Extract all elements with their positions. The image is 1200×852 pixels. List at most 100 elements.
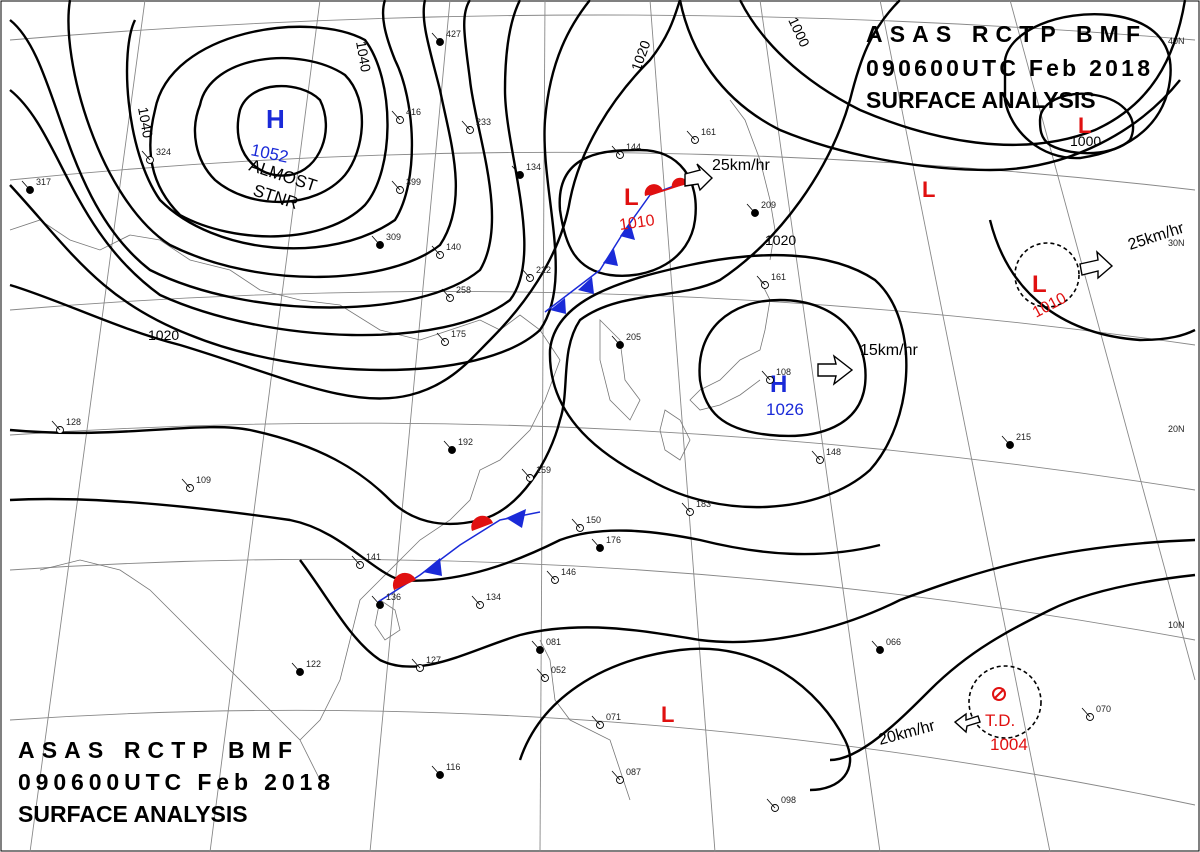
station-plot: 175 [436,329,466,346]
station-pressure: 427 [446,29,461,39]
station-pressure: 209 [761,200,776,210]
station-plot: 134 [471,592,501,609]
isobar-1052-inner [236,84,328,177]
high-marker: H [770,371,787,398]
station-plot: 183 [681,499,711,516]
movement-speed: 15km/hr [860,342,918,359]
wind-barb [181,478,191,489]
isobar-td-outer [829,573,1196,762]
wind-barb [746,203,756,214]
station-plot: 324 [141,147,171,164]
station-pressure: 161 [771,272,786,282]
station-plot: 209 [746,200,776,217]
low-1010-north: L 1010 [618,184,656,234]
isobar-south-low [518,647,852,792]
wind-barb [761,370,771,381]
station-pressure: 176 [606,535,621,545]
station-plot: 150 [571,515,601,532]
station-pressure: 116 [446,762,460,772]
wind-barb [411,658,421,669]
station-pressure: 324 [156,147,171,157]
station-pressure: 122 [306,659,321,669]
wind-barb [441,288,451,299]
station-plot: 108 [761,367,791,384]
low-1010-east: L 1010 [1014,242,1080,322]
isobar-high-1026-inner [698,298,867,438]
cold-front-line [544,179,691,313]
station-pressure: 183 [696,499,711,509]
wind-barb [536,668,546,679]
high-marker: H [266,104,285,134]
station-plot: 141 [351,552,381,569]
header-line-2: 090600UTC Feb 2018 [866,55,1150,81]
isobar-1048 [193,56,364,204]
wind-barb [21,180,31,191]
isobar-east-1016 [678,0,1181,172]
isobar-1012 [9,497,881,582]
station-pressure: 150 [586,515,601,525]
station-pressure: 134 [486,592,501,602]
wind-barb [521,268,531,279]
station-plot: 416 [391,107,421,124]
station-pressure: 128 [66,417,81,427]
station-plot: 176 [591,535,621,552]
low-dashed-circle [1014,242,1080,308]
isobar-label: 1000 [785,15,813,50]
wind-barb [1081,707,1091,718]
hollow-arrow [817,354,854,386]
station-pressure: 141 [366,552,381,562]
wind-barb [351,555,361,566]
stationary-front-line [377,511,541,603]
station-pressure: 098 [781,795,796,805]
station-pressure: 109 [196,475,211,485]
wind-barb [811,450,821,461]
hollow-arrow [1079,250,1114,280]
warm-front-semicircle [671,177,688,188]
wind-barb [371,595,381,606]
isobar-label: 1020 [628,38,654,73]
station-plot: 109 [181,475,211,492]
station-pressure: 161 [701,127,716,137]
wind-barb [1001,435,1011,446]
wind-barb [591,715,601,726]
wind-barb [571,518,581,529]
station-plot: 081 [531,637,561,654]
high-1026: H 1026 [766,371,804,419]
wind-barb [443,440,453,451]
wind-barb [431,765,441,776]
low-1000-ne: L [1078,113,1091,138]
station-plot: 066 [871,637,901,654]
header-line-1: ASAS RCTP BMF [18,737,292,763]
hollow-arrow [684,163,714,192]
wind-barb [756,275,766,286]
wind-barb [611,335,621,346]
station-plot: 215 [1001,432,1031,449]
lat-label-40n: 40N [1168,36,1185,46]
station-pressure: 416 [406,107,421,117]
station-pressure: 309 [386,232,401,242]
low-unnamed-2: L [661,702,674,727]
movement-arrow-td: 20km/hr [877,712,981,749]
isobar-1004-ne [1003,13,1172,160]
station-plot: 087 [611,767,641,784]
station-pressure: 205 [626,332,641,342]
wind-barb [436,332,446,343]
td-label: T.D. [985,711,1015,730]
low-unnamed-1: L [922,177,935,202]
station-pressure: 127 [426,655,441,665]
header-bottom-left: ASAS RCTP BMF 090600UTC Feb 2018 SURFACE… [18,737,330,827]
isobar-1032 [9,0,494,309]
station-pressure: 108 [776,367,791,377]
warm-front-semicircle [392,572,416,590]
low-marker: L [624,184,639,211]
station-pressure: 087 [626,767,641,777]
station-plot: 127 [411,655,441,672]
header-line-3: SURFACE ANALYSIS [18,801,248,827]
wind-barb [291,662,301,673]
station-plot: 161 [686,127,716,144]
front-northern [544,177,691,314]
wind-barb [681,502,691,513]
isobar-label: 1040 [135,106,156,140]
wind-barb [391,180,401,191]
wind-barb [511,165,521,176]
